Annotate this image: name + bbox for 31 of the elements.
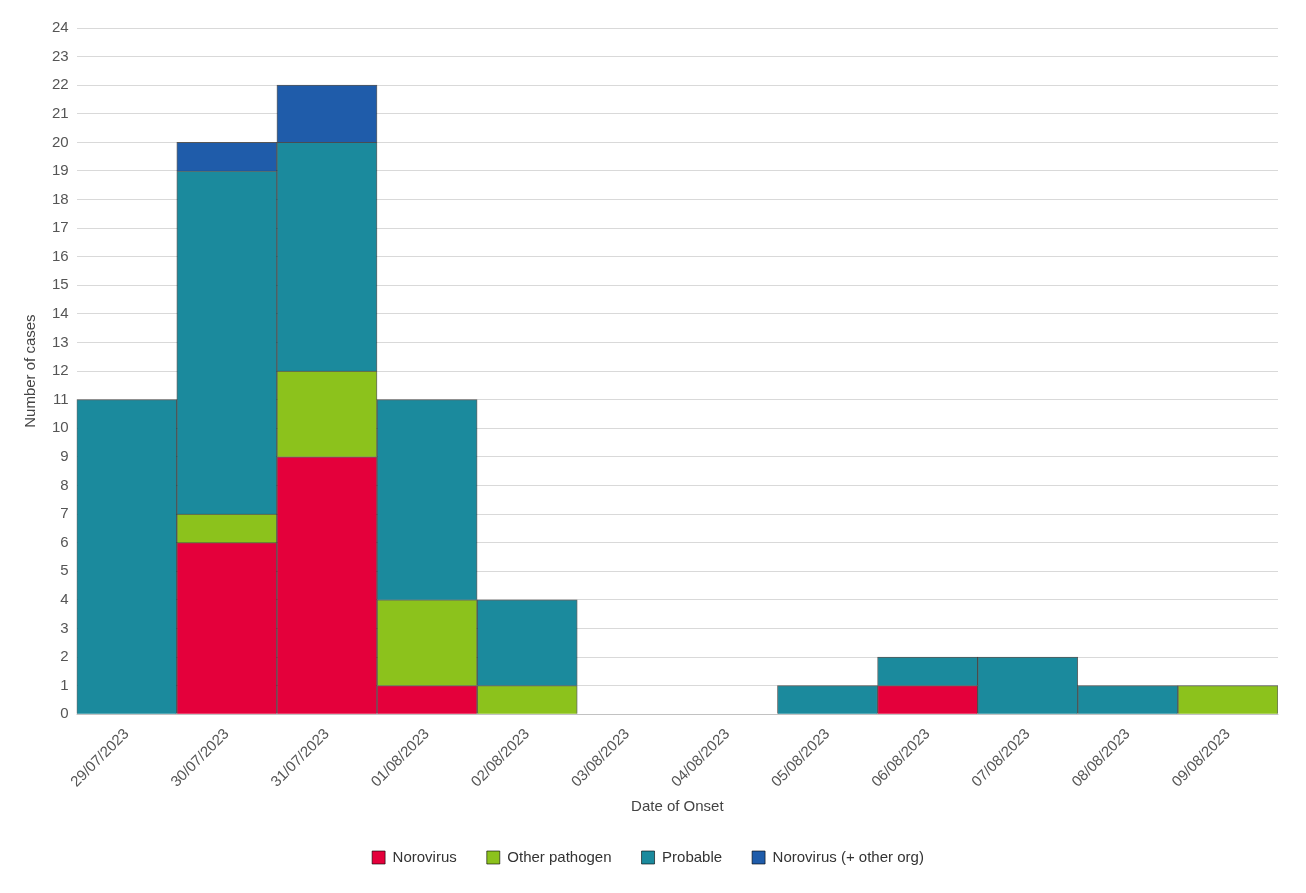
y-axis-title: Number of cases xyxy=(21,314,39,428)
legend-label: Other pathogen xyxy=(507,847,612,865)
legend-label: Norovirus xyxy=(392,847,457,865)
y-tick-label: 2 xyxy=(60,647,69,665)
y-tick-label: 0 xyxy=(60,704,69,722)
y-tick-label: 3 xyxy=(60,618,69,636)
y-tick-label: 23 xyxy=(52,46,69,64)
y-tick-label: 6 xyxy=(60,532,69,550)
y-tick-label: 15 xyxy=(52,275,69,293)
y-tick-label: 19 xyxy=(52,161,69,179)
legend-label: Probable xyxy=(662,847,723,865)
y-tick-label: 13 xyxy=(52,332,69,350)
y-tick-label: 24 xyxy=(52,18,69,36)
x-axis-title: Date of Onset xyxy=(631,797,725,815)
y-tick-label: 18 xyxy=(52,189,69,207)
y-tick-label: 21 xyxy=(52,103,69,121)
y-tick-label: 16 xyxy=(52,246,69,264)
y-tick-label: 14 xyxy=(52,304,69,322)
y-tick-label: 4 xyxy=(60,589,69,607)
y-tick-label: 22 xyxy=(52,75,69,93)
y-tick-label: 20 xyxy=(52,132,69,150)
y-tick-label: 8 xyxy=(60,475,69,493)
legend-label: Norovirus (+ other org) xyxy=(772,847,924,865)
y-tick-label: 9 xyxy=(60,447,69,465)
y-tick-label: 5 xyxy=(60,561,69,579)
y-tick-label: 17 xyxy=(52,218,69,236)
y-tick-label: 7 xyxy=(60,504,69,522)
y-tick-label: 12 xyxy=(52,361,69,379)
y-tick-label: 10 xyxy=(52,418,69,436)
y-tick-label: 11 xyxy=(53,389,69,407)
y-tick-label: 1 xyxy=(60,675,69,693)
